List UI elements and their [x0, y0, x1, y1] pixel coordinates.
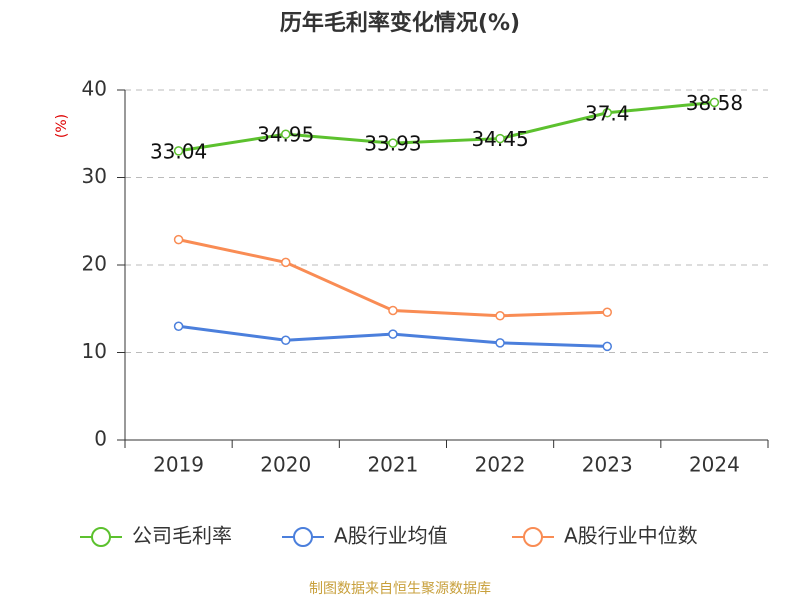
y-tick-label: 30 — [82, 164, 107, 188]
data-point — [388, 138, 398, 148]
y-axis-label: (%) — [54, 114, 70, 138]
x-tick-label: 2024 — [689, 453, 740, 477]
data-point — [495, 338, 505, 348]
data-label: 34.95 — [257, 123, 314, 147]
data-point — [602, 108, 612, 118]
y-tick-label: 0 — [94, 427, 107, 451]
data-label: 33.93 — [364, 132, 421, 156]
legend-marker — [523, 527, 543, 547]
series-line — [178, 238, 608, 318]
legend-label: 公司毛利率 — [132, 524, 232, 548]
data-point — [173, 146, 184, 156]
legend-label: A股行业均值 — [334, 524, 448, 548]
legend-marker — [91, 527, 111, 547]
legend-marker — [293, 527, 313, 547]
data-label: 37.4 — [585, 101, 630, 125]
series-line — [178, 100, 715, 153]
x-tick-label: 2019 — [153, 453, 204, 477]
data-point — [388, 329, 398, 339]
data-point — [495, 311, 505, 321]
data-point — [602, 307, 612, 317]
data-label: 33.04 — [150, 139, 207, 163]
data-point — [602, 341, 612, 352]
data-point — [281, 129, 291, 139]
y-tick-label: 10 — [82, 339, 107, 363]
x-tick-label: 2023 — [582, 453, 633, 477]
legend-label: A股行业中位数 — [564, 524, 698, 548]
data-label: 34.45 — [471, 127, 528, 151]
data-point — [281, 257, 291, 268]
data-point — [173, 234, 184, 245]
data-point — [495, 133, 505, 144]
x-tick-label: 2022 — [475, 453, 526, 477]
chart-title: 历年毛利率变化情况(%) — [280, 10, 520, 36]
source-note: 制图数据来自恒生聚源数据库 — [309, 581, 491, 597]
data-point — [281, 335, 291, 345]
x-tick-label: 2020 — [260, 453, 311, 477]
x-tick-label: 2021 — [367, 453, 418, 477]
y-tick-label: 40 — [82, 77, 107, 101]
data-point — [173, 321, 184, 331]
data-point — [388, 305, 398, 316]
data-point — [709, 97, 720, 108]
data-label: 38.58 — [686, 91, 743, 115]
y-tick-label: 20 — [82, 252, 107, 276]
